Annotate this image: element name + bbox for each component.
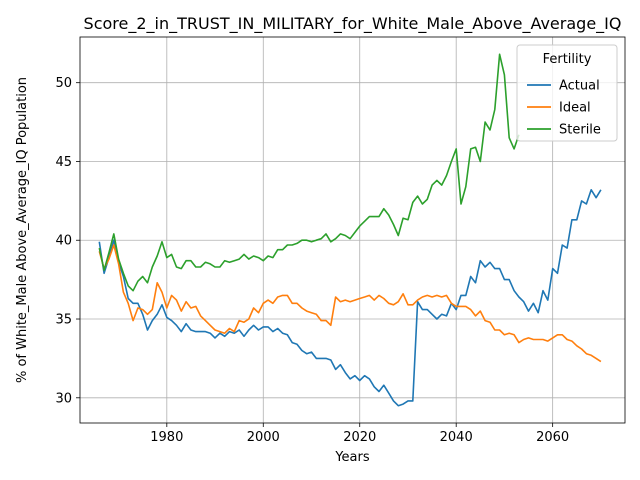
x-tick-label: 2060	[536, 430, 569, 445]
legend-box	[516, 44, 618, 142]
chart-title: Score_2_in_TRUST_IN_MILITARY_for_White_M…	[84, 14, 622, 34]
legend-label-actual: Actual	[559, 79, 600, 94]
series-line-sterile	[98, 53, 520, 292]
y-tick-label: 40	[55, 234, 72, 249]
y-axis-label: % of White_Male Above_Average_IQ Populat…	[15, 77, 30, 383]
y-tick-label: 30	[55, 391, 72, 406]
legend-label-ideal: Ideal	[559, 101, 591, 116]
x-axis-label: Years	[334, 450, 370, 465]
series-lines	[98, 53, 602, 407]
legend-items: Actual Ideal Sterile	[527, 79, 601, 138]
y-tick-label: 35	[55, 313, 72, 328]
y-tick-label: 45	[55, 155, 72, 170]
legend-title: Fertility	[543, 52, 592, 67]
x-tick-label: 1980	[150, 430, 183, 445]
series-line-ideal	[98, 244, 602, 363]
x-tick-label: 2020	[343, 430, 376, 445]
plot-frame	[79, 36, 626, 424]
x-tick-label: 2040	[440, 430, 473, 445]
series-line-actual	[98, 189, 602, 407]
legend: Fertility Actual Ideal Sterile	[516, 44, 618, 142]
legend-label-sterile: Sterile	[559, 123, 601, 138]
y-tick-label: 50	[55, 76, 72, 91]
x-tick-label: 2000	[247, 430, 280, 445]
axis-ticks: 1980 2000 2020 2040 2060 30 35 40 45 50	[55, 76, 569, 445]
